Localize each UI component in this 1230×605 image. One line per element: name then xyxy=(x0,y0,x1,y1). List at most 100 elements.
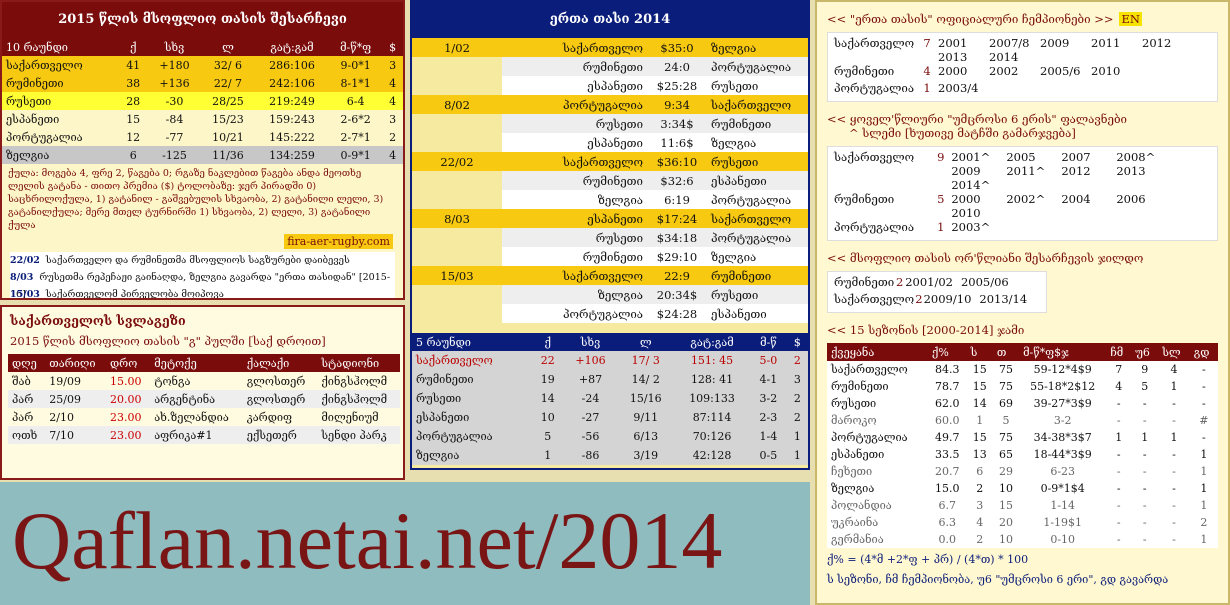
table-cell: საქართველო xyxy=(2,56,119,74)
table-cell: რუმინეთი xyxy=(2,74,119,92)
table-cell: 4 xyxy=(382,74,403,92)
table-cell: - xyxy=(1158,412,1190,429)
table-cell: 42:128 xyxy=(673,446,751,465)
news-text: საქართველო და რუმინეთმა მსოფლიოს საგზურე… xyxy=(45,255,350,266)
table-row: უკრაინა 6.3 4 20 1-19$1- - -2 xyxy=(827,514,1218,531)
column-header: ქ% xyxy=(927,343,967,361)
table-cell: - xyxy=(1158,514,1190,531)
georgia-path-panel: საქართველოს სვლაგეზი 2015 წლის მსოფლიო თ… xyxy=(0,305,405,480)
site-link[interactable]: fira-aer-rugby.com xyxy=(284,234,393,249)
match-date: 22/02 xyxy=(412,152,502,171)
years: 2001^ 2005 2007 2008^ 2009 2011^ 2012 2013 2014^ xyxy=(951,150,1211,192)
table-cell: 15.00 xyxy=(110,374,142,388)
table-cell: 1 xyxy=(786,427,808,446)
table-cell: ქინგსჰოლმ xyxy=(321,374,388,388)
table-cell: -30 xyxy=(148,92,201,110)
away-team: რუმინეთი xyxy=(707,266,808,285)
column-header: მეტოქე xyxy=(150,354,243,372)
table-cell: 65 xyxy=(992,446,1020,463)
count: 4 xyxy=(923,64,931,78)
away-team: პორტუგალია xyxy=(707,190,808,209)
table-cell: 62.0 xyxy=(927,395,967,412)
table-cell: 28/25 xyxy=(200,92,256,110)
table-cell: 15 xyxy=(966,429,993,446)
table-cell: 7/10 xyxy=(45,426,106,444)
column-header: $ xyxy=(786,333,808,351)
table-row: პოლანდია 6.7 3 15 1-14- - -1 xyxy=(827,497,1218,514)
table-cell: 2 xyxy=(966,480,993,497)
fixture-row: 8/03 ესპანეთი $17:24 საქართველო xyxy=(412,209,808,228)
empty-cell xyxy=(412,114,502,133)
data-table: 5 რაუნდი ქ სხვ ლ გატ:გამ მ-წ $ საქართველო 22 +106… xyxy=(412,333,808,465)
score: 9:34 xyxy=(647,95,707,114)
table-cell: 159:243 xyxy=(269,112,315,126)
table-cell: 9 xyxy=(1131,361,1159,378)
table-cell: 20.7 xyxy=(927,463,967,480)
column-header: ს xyxy=(966,343,993,361)
table-cell: 0-9*1$4 xyxy=(1019,480,1107,497)
column-header: ქ xyxy=(532,333,564,351)
table-cell: 75 xyxy=(992,361,1020,378)
table-cell: 41 xyxy=(118,56,149,74)
table-cell: 1 xyxy=(1158,429,1190,446)
column-header: ლ xyxy=(617,333,674,351)
table-cell: 6-4 xyxy=(328,92,383,110)
table-cell: 1 xyxy=(532,446,564,465)
table-cell: ტონგა xyxy=(154,374,191,388)
year: 2008^ xyxy=(1116,150,1156,164)
table-wrap: დღე თარიღი დრო მეტოქე ქალაქი სტადიონი შაბ 19/09… xyxy=(2,354,403,444)
home-team: ესპანეთი xyxy=(502,133,647,152)
table-cell: - xyxy=(1131,531,1159,548)
year: 2005 xyxy=(1006,150,1036,164)
table-cell: რუსეთი xyxy=(2,92,119,110)
table-cell: 15 xyxy=(126,112,141,126)
table-cell: 15/16 xyxy=(617,389,674,408)
table-cell: 78.7 xyxy=(927,378,967,395)
home-team: რუმინეთი xyxy=(502,57,647,76)
home-team: ესპანეთი xyxy=(502,76,647,95)
away-team: ესპანეთი xyxy=(707,171,808,190)
table-cell: საქართველო xyxy=(827,361,928,378)
count: 1 xyxy=(923,81,931,95)
language-link[interactable]: EN xyxy=(1119,12,1142,26)
table-cell: 9/11 xyxy=(617,408,674,427)
table-cell: 4 xyxy=(1158,361,1190,378)
table-cell: 4-1 xyxy=(750,370,787,389)
list-row: რუმინეთი 5 2000 2002^ 2004 2006 2010 xyxy=(834,192,1211,220)
team: საქართველო xyxy=(834,292,915,306)
match-date: 8/03 xyxy=(412,209,502,228)
away-team: საქართველო xyxy=(707,95,808,114)
table-cell: 6/13 xyxy=(617,427,674,446)
year: 2014 xyxy=(989,50,1019,64)
away-team: ზელგია xyxy=(707,133,808,152)
table-row: ესპანეთი 10 -27 9/11 87:114 2-3 2 xyxy=(412,408,808,427)
subtitle: 2015 წლის მსოფლიო თასის "გ" პულში [საქ დ… xyxy=(10,334,326,348)
table-cell: 286:106 xyxy=(255,56,329,74)
fixture-row: რუსეთი 3:34$ რუმინეთი xyxy=(412,114,808,133)
table-cell: +180 xyxy=(148,56,201,74)
away-team: რუსეთი xyxy=(707,76,808,95)
table-cell: 12 xyxy=(126,130,141,144)
news-item: 22/02 საქართველო და რუმინეთმა მსოფლიოს სა… xyxy=(10,252,395,269)
table-cell: - xyxy=(1131,463,1159,480)
empty-cell xyxy=(412,304,502,323)
table-cell: 15.0 xyxy=(927,480,967,497)
score: $25:28 xyxy=(647,76,707,95)
year: 2000 xyxy=(951,192,981,206)
fixture-row: პორტუგალია $24:28 ესპანეთი xyxy=(412,304,808,323)
table-cell: 87:114 xyxy=(673,408,751,427)
year: 2007 xyxy=(1061,150,1091,164)
team: პორტუგალია xyxy=(834,220,915,234)
table-cell: 15 xyxy=(966,378,993,395)
table-cell: +106 xyxy=(563,351,618,370)
table-cell: - xyxy=(1106,412,1132,429)
score: $36:10 xyxy=(647,152,707,171)
table-cell: +87 xyxy=(563,370,618,389)
column-header: სტადიონი xyxy=(317,354,400,372)
table-row: ესპანეთი 15 -84 15/23 159:243 2-6*2 3 xyxy=(2,110,403,128)
standings: 5 რაუნდი ქ სხვ ლ გატ:გამ მ-წ $ საქართველო 22 +106… xyxy=(412,333,808,465)
fixtures: 1/02 საქართველო $35:0 ზელგია რუმინეთი 24:0 პორ… xyxy=(412,38,808,323)
table-cell: 8-1*1 xyxy=(328,74,383,92)
score: 11:6$ xyxy=(647,133,707,152)
table-cell: 34-38*3$7 xyxy=(1019,429,1107,446)
